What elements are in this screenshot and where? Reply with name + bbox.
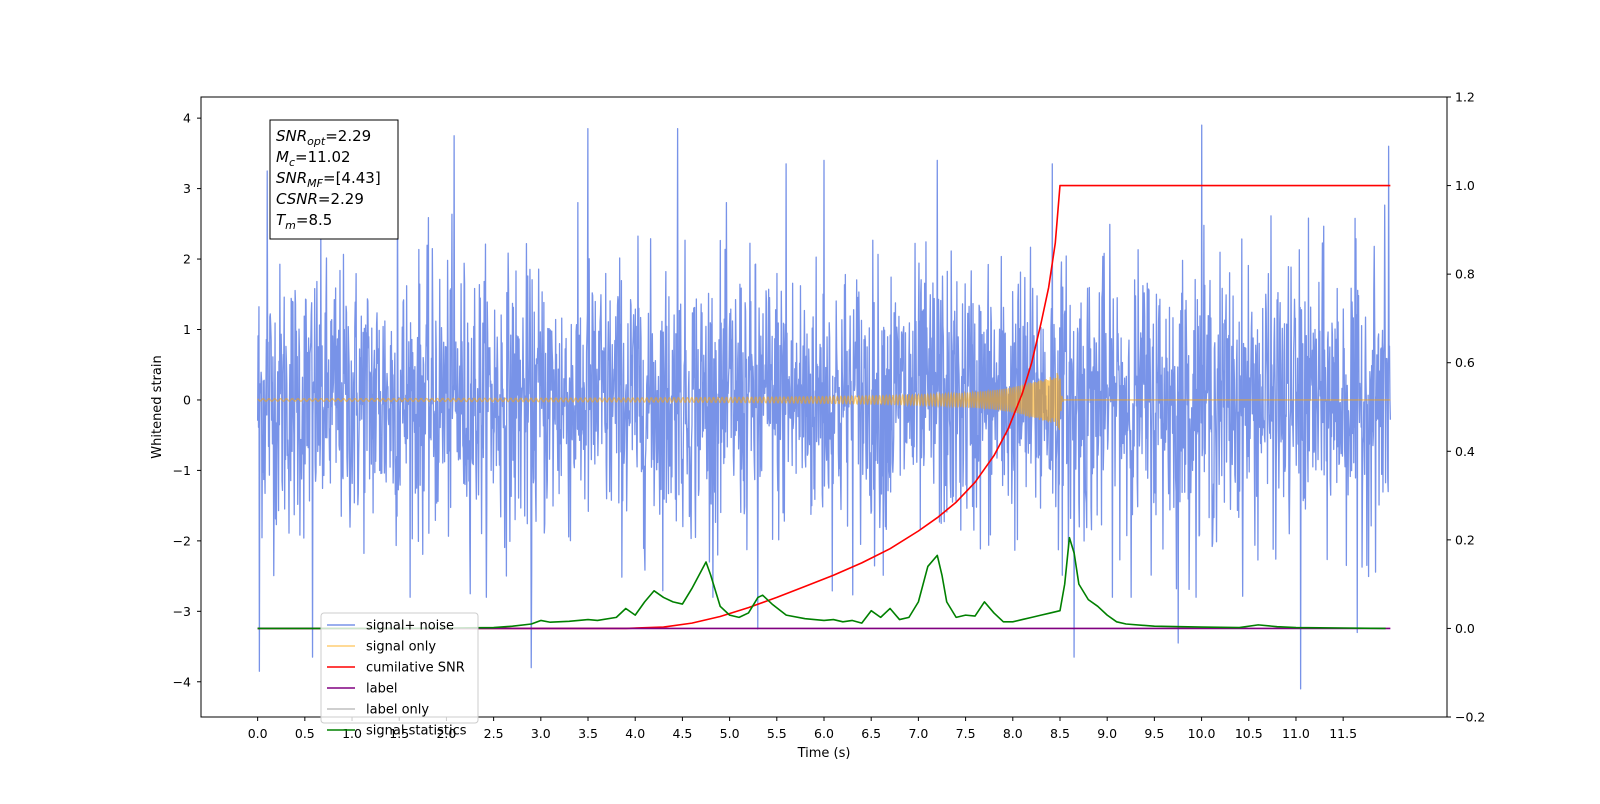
series-signal-only <box>257 373 1391 431</box>
legend-item: signal statistics <box>327 724 467 739</box>
x-tick-label: 1.5 <box>389 726 409 741</box>
y-tick-label: 4 <box>183 111 191 126</box>
x-tick-label: 4.5 <box>672 726 692 741</box>
y-tick-label: −1 <box>173 463 191 478</box>
x-tick-label: 8.5 <box>1050 726 1070 741</box>
annotation-value: =[4.43] <box>323 169 381 187</box>
x-tick-label: 2.0 <box>436 726 456 741</box>
series-signal-statistics <box>257 536 1386 630</box>
x-tick-label: 9.5 <box>1144 726 1164 741</box>
annotation-line: Mc=11.02 <box>276 148 351 169</box>
y-axis-right: −0.2 0.0 0.2 0.4 0.6 0.8 1.0 1.2 <box>1447 90 1485 725</box>
annotation-value: =8.5 <box>296 211 332 229</box>
legend-item: cumilative SNR <box>327 661 465 676</box>
x-tick-label: 3.0 <box>531 726 551 741</box>
legend-item: signal+ noise <box>327 619 454 634</box>
x-axis: 0.0 0.5 1.0 1.5 2.0 2.5 3.0 3.5 4.0 4.5 5.0 5.5 6.0 6… <box>248 717 1357 741</box>
legend-frame <box>320 612 479 724</box>
annotation-line: SNRopt=2.29 <box>276 127 371 148</box>
legend-label: signal+ noise <box>366 619 454 634</box>
y-right-tick-label: 0.0 <box>1455 621 1475 636</box>
annotation-line: SNRMF=[4.43] <box>276 169 381 190</box>
annotation-subscript: MF <box>307 177 323 190</box>
annotation-subscript: m <box>285 219 296 232</box>
y-right-tick-label: 0.8 <box>1455 267 1475 282</box>
y-right-tick-label: 1.0 <box>1455 178 1475 193</box>
x-tick-label: 3.5 <box>578 726 598 741</box>
legend-item: signal only <box>327 640 436 655</box>
x-tick-label: 6.5 <box>861 726 881 741</box>
y-right-tick-label: 0.2 <box>1455 532 1475 547</box>
legend-item: label <box>327 682 397 697</box>
series-layer <box>256 124 1392 690</box>
y-right-tick-label: 0.6 <box>1455 355 1475 370</box>
y-tick-label: −3 <box>173 604 191 619</box>
annotation-symbol: SNR <box>276 127 307 145</box>
legend-label: label only <box>366 703 429 718</box>
legend-label: label <box>366 682 397 697</box>
legend-item: label only <box>327 703 429 718</box>
x-tick-label: 10.5 <box>1235 726 1263 741</box>
annotation-value: =11.02 <box>295 148 351 166</box>
legend: signal+ noise signal only cumilative SNR la… <box>320 612 479 739</box>
x-tick-label: 5.5 <box>767 726 787 741</box>
series-cumilative-snr <box>257 184 1391 630</box>
y-tick-label: −4 <box>173 674 191 689</box>
legend-label: cumilative SNR <box>366 661 465 676</box>
annotation-symbol: CSNR <box>276 190 318 208</box>
x-tick-label: 7.0 <box>908 726 928 741</box>
y-right-tick-label: 0.4 <box>1455 444 1475 459</box>
x-tick-label: 7.5 <box>956 726 976 741</box>
annotation-symbol: T <box>276 211 287 229</box>
legend-label: signal only <box>366 640 436 655</box>
x-axis-label: Time (s) <box>797 746 851 761</box>
annotation-symbol: M <box>276 148 289 166</box>
x-tick-label: 2.5 <box>484 726 504 741</box>
x-tick-label: 11.0 <box>1282 726 1310 741</box>
x-tick-label: 11.5 <box>1329 726 1357 741</box>
x-tick-label: 0.0 <box>248 726 268 741</box>
x-tick-label: 1.0 <box>342 726 362 741</box>
annotation-value: =2.29 <box>325 127 371 145</box>
y-axis-label: Whitened strain <box>150 355 165 458</box>
annotation-symbol: SNR <box>276 169 307 187</box>
y-tick-label: 1 <box>183 322 191 337</box>
annotation-value: =2.29 <box>318 190 364 208</box>
y-axis-left: −4 −3 −2 −1 0 1 2 3 4 <box>173 111 201 689</box>
legend-label: signal statistics <box>366 724 467 739</box>
annotation-subscript: opt <box>307 135 326 148</box>
x-tick-label: 6.0 <box>814 726 834 741</box>
x-tick-label: 5.0 <box>720 726 740 741</box>
annotation-subscript: c <box>289 156 295 169</box>
y-tick-label: −2 <box>173 533 191 548</box>
y-right-tick-label: 1.2 <box>1455 90 1475 105</box>
annotation-line: CSNR=2.29 <box>276 190 364 208</box>
x-tick-label: 9.0 <box>1097 726 1117 741</box>
annotation-line: Tm=8.5 <box>276 211 332 232</box>
annotation-frame <box>269 119 399 240</box>
annotation-box: SNRopt=2.29Mc=11.02SNRMF=[4.43]CSNR=2.29… <box>269 119 399 240</box>
x-tick-label: 0.5 <box>295 726 315 741</box>
y-tick-label: 0 <box>183 392 191 407</box>
series-signal-noise <box>256 124 1392 690</box>
y-right-tick-label: −0.2 <box>1455 710 1485 725</box>
y-tick-label: 2 <box>183 252 191 267</box>
x-tick-label: 8.0 <box>1003 726 1023 741</box>
y-tick-label: 3 <box>183 181 191 196</box>
x-tick-label: 4.0 <box>625 726 645 741</box>
x-tick-label: 10.0 <box>1188 726 1216 741</box>
